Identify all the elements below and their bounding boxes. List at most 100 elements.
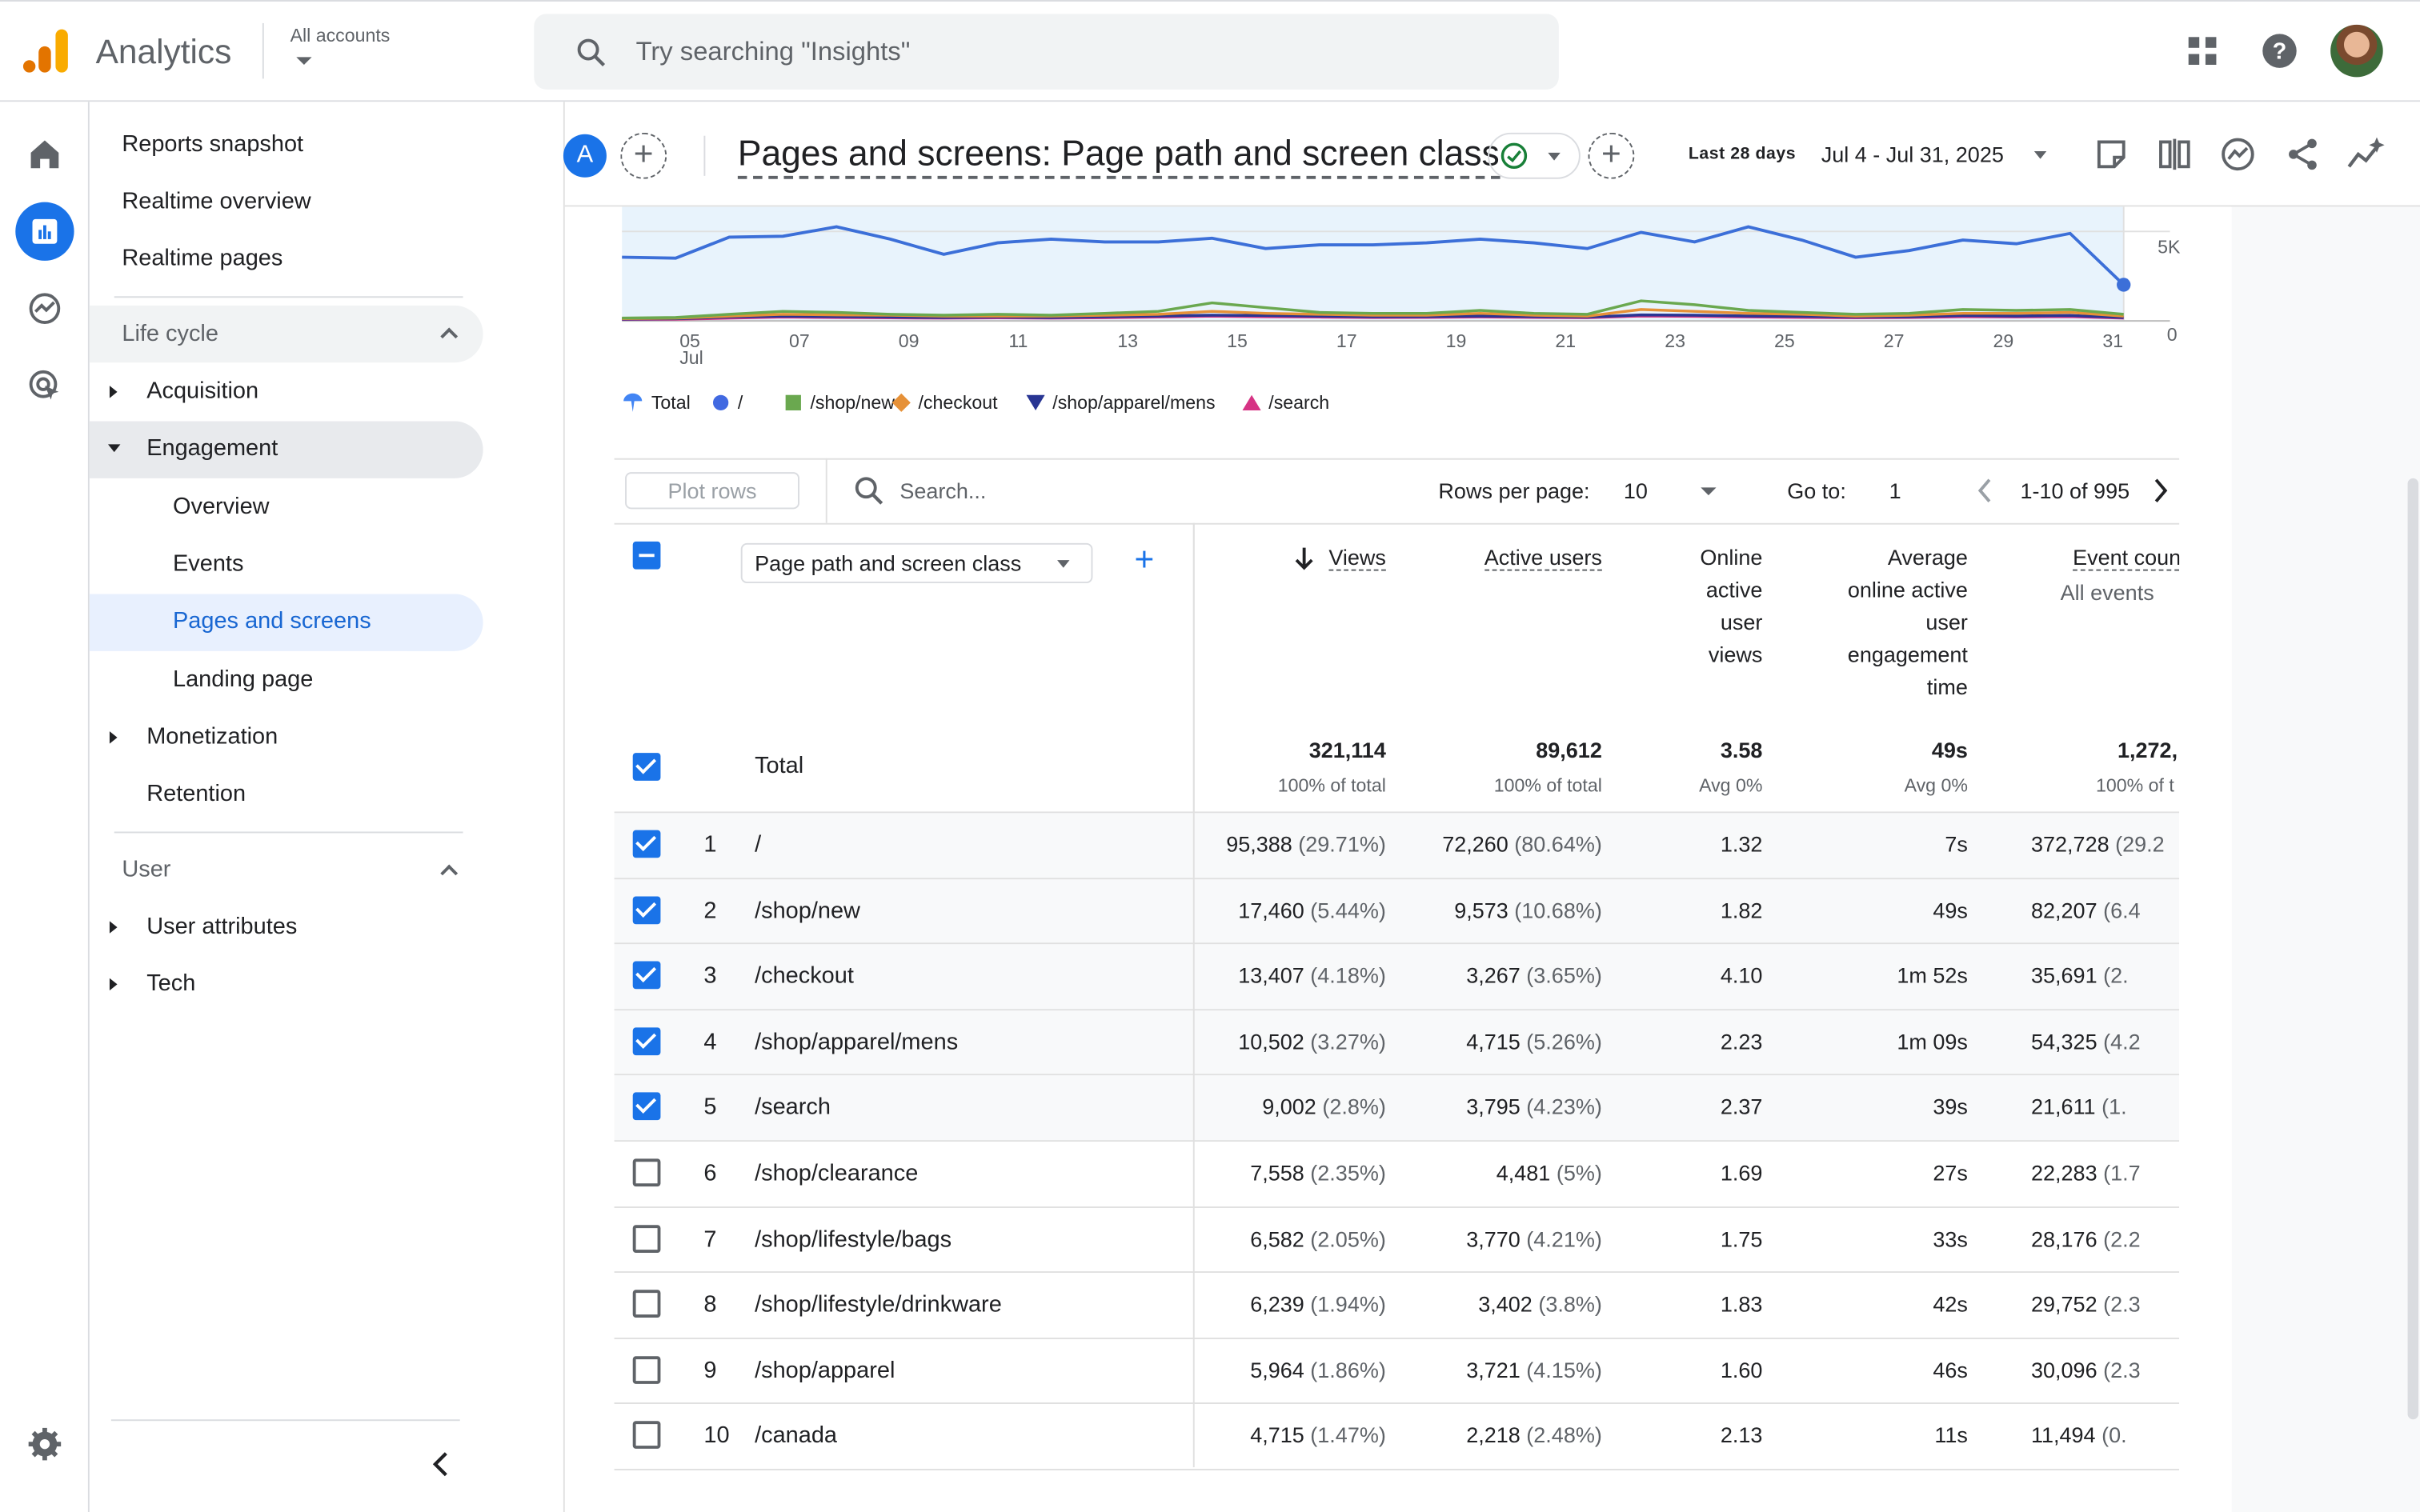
page-title[interactable]: Pages and screens: Page path and screen … <box>737 133 1500 179</box>
user-avatar[interactable] <box>2330 24 2383 78</box>
legend-item[interactable]: /shop/apparel/mens <box>1026 390 1216 415</box>
insights-chart-icon[interactable] <box>2219 136 2256 173</box>
plot-rows-button[interactable]: Plot rows <box>625 472 799 510</box>
advertising-icon[interactable] <box>26 367 63 404</box>
compare-icon[interactable] <box>2156 136 2193 173</box>
row-page-path[interactable]: /shop/new <box>755 897 860 924</box>
sort-descending-arrow-icon[interactable] <box>1293 546 1315 571</box>
page-scrollbar[interactable] <box>2407 478 2419 1420</box>
nav-tech[interactable]: Tech <box>146 970 196 997</box>
goto-input[interactable]: 1 <box>1889 478 1901 503</box>
nav-overview[interactable]: Overview <box>172 494 270 520</box>
row-checkbox[interactable] <box>632 1158 661 1187</box>
date-range-label[interactable]: Last 28 days <box>1688 145 1797 164</box>
row-page-path[interactable]: /shop/apparel/mens <box>755 1028 959 1055</box>
row-page-path[interactable]: /shop/lifestyle/drinkware <box>755 1291 1002 1318</box>
col-event-count-header[interactable]: Event count <box>2073 544 2187 571</box>
monetization-expand-icon[interactable] <box>109 731 118 744</box>
row-checkbox[interactable] <box>632 1224 661 1253</box>
col-online-views-header[interactable]: Online active user views <box>1700 542 1762 671</box>
table-row[interactable] <box>614 944 2180 1010</box>
customize-report-icon[interactable] <box>2093 136 2130 173</box>
tech-expand-icon[interactable] <box>109 978 118 991</box>
row-checkbox[interactable] <box>632 895 661 924</box>
row-page-path[interactable]: /shop/apparel <box>755 1357 895 1384</box>
date-caret-icon[interactable] <box>2033 150 2047 159</box>
nav-acquisition[interactable]: Acquisition <box>146 378 259 405</box>
report-status-pill[interactable] <box>1488 132 1581 179</box>
nav-user-label[interactable]: User <box>122 856 171 883</box>
row-checkbox[interactable] <box>632 1421 661 1450</box>
row-page-path[interactable]: / <box>755 831 762 858</box>
prev-page-chevron-icon[interactable] <box>1976 477 1994 505</box>
account-caret-icon[interactable] <box>296 57 312 65</box>
table-row[interactable] <box>614 878 2180 945</box>
row-checkbox[interactable] <box>632 1290 661 1318</box>
row-checkbox[interactable] <box>632 830 661 858</box>
legend-item[interactable]: Total <box>622 390 691 415</box>
nav-realtime-overview[interactable]: Realtime overview <box>122 188 311 215</box>
table-row[interactable] <box>614 1207 2180 1274</box>
dimension-picker[interactable]: Page path and screen class <box>740 542 1093 583</box>
row-checkbox[interactable] <box>632 961 661 990</box>
table-row[interactable] <box>614 1404 2180 1470</box>
settings-gear-icon[interactable] <box>26 1426 63 1462</box>
nav-user-attributes[interactable]: User attributes <box>146 913 298 940</box>
table-row[interactable] <box>614 1142 2180 1208</box>
col-active-users-header[interactable]: Active users <box>1484 544 1602 571</box>
add-filter-icon[interactable]: + <box>1588 132 1635 179</box>
row-checkbox[interactable] <box>632 1355 661 1384</box>
row-checkbox[interactable] <box>632 1093 661 1121</box>
legend-item[interactable]: /checkout <box>891 390 998 415</box>
legend-item[interactable]: / <box>711 390 743 415</box>
rows-per-page-select[interactable]: 10 <box>1623 478 1648 503</box>
nav-retention[interactable]: Retention <box>146 780 246 807</box>
col-avg-time-header[interactable]: Average online active user engagement ti… <box>1848 542 1968 703</box>
row-page-path[interactable]: /canada <box>755 1422 838 1450</box>
apps-grid-icon[interactable] <box>2184 32 2221 69</box>
nav-engagement-row[interactable] <box>89 421 483 478</box>
table-row[interactable] <box>614 1075 2180 1142</box>
user-collapse-icon[interactable] <box>440 864 459 882</box>
global-search[interactable]: Try searching "Insights" <box>534 14 1559 90</box>
table-row[interactable] <box>614 1338 2180 1405</box>
row-checkbox[interactable] <box>632 1027 661 1055</box>
nav-monetization[interactable]: Monetization <box>146 723 278 750</box>
nav-pages-and-screens[interactable]: Pages and screens <box>172 607 371 634</box>
add-comparison-icon[interactable]: + <box>620 132 667 179</box>
global-search-input[interactable]: Try searching "Insights" <box>635 37 911 66</box>
nav-events[interactable]: Events <box>172 550 244 578</box>
row-page-path[interactable]: /shop/lifestyle/bags <box>755 1226 952 1253</box>
help-icon[interactable]: ? <box>2261 32 2298 69</box>
nav-landing-page[interactable]: Landing page <box>172 666 314 693</box>
legend-item[interactable]: /shop/new <box>784 390 895 415</box>
next-page-chevron-icon[interactable] <box>2151 477 2170 505</box>
rows-per-page-caret-icon[interactable] <box>1701 487 1717 496</box>
col-views-header[interactable]: Views <box>1328 544 1386 571</box>
explore-icon[interactable] <box>26 290 63 327</box>
row-page-path[interactable]: /shop/clearance <box>755 1160 919 1187</box>
nav-pages-and-screens-row[interactable] <box>89 594 483 651</box>
col-event-count-subheader[interactable]: All events <box>2060 580 2154 605</box>
segment-a-chip[interactable]: A <box>563 134 607 178</box>
select-all-checkbox[interactable] <box>632 541 661 570</box>
date-range-value[interactable]: Jul 4 - Jul 31, 2025 <box>1821 142 2004 167</box>
engagement-collapse-icon[interactable] <box>107 444 121 453</box>
add-dimension-icon[interactable]: + <box>1134 539 1155 579</box>
user-attributes-expand-icon[interactable] <box>109 921 118 934</box>
total-row-checkbox[interactable] <box>632 753 661 781</box>
trend-sparkle-icon[interactable] <box>2346 136 2386 173</box>
share-icon[interactable] <box>2284 136 2321 173</box>
row-page-path[interactable]: /checkout <box>755 962 854 990</box>
row-page-path[interactable]: /search <box>755 1094 831 1121</box>
legend-item[interactable]: /search <box>1242 390 1329 415</box>
collapse-nav-chevron-icon[interactable] <box>429 1450 454 1478</box>
table-search-input[interactable]: Search... <box>899 478 987 503</box>
nav-lifecycle-label[interactable]: Life cycle <box>122 321 218 347</box>
acquisition-expand-icon[interactable] <box>109 386 118 398</box>
home-icon[interactable] <box>26 136 63 173</box>
nav-reports-snapshot[interactable]: Reports snapshot <box>122 130 304 158</box>
table-row[interactable] <box>614 1010 2180 1076</box>
table-row[interactable] <box>614 813 2180 879</box>
nav-section-lifecycle[interactable] <box>89 305 483 363</box>
